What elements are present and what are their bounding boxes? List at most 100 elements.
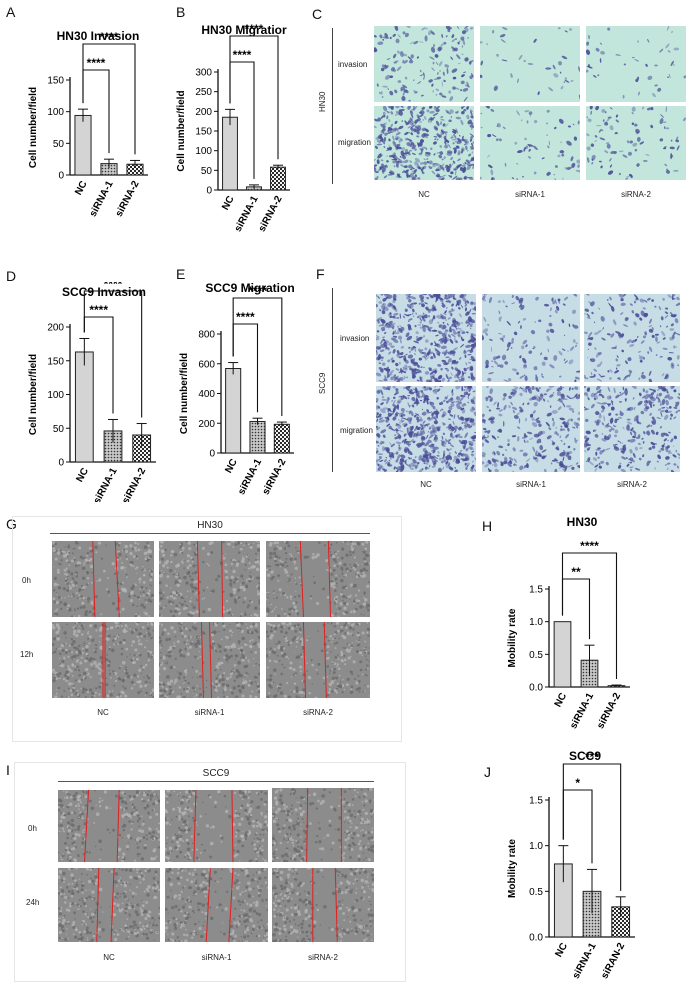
e-y-tick-label: 0 bbox=[209, 449, 215, 460]
panel-letter-b: B bbox=[176, 4, 186, 20]
scc9-cell-line-label: SCC9 bbox=[318, 372, 327, 394]
hn30-wound-row-12h: 12h bbox=[20, 650, 34, 659]
h-significance-label: **** bbox=[580, 539, 599, 553]
hn30-migration-chart: HN30 Migratior 0 50 100 150 200 250 300 Cell num… bbox=[176, 22, 290, 234]
j-significance-bracket bbox=[562, 789, 593, 864]
panel-letter-g: G bbox=[6, 516, 17, 532]
micrograph-texture bbox=[374, 26, 474, 102]
scc9-transwell-sirna2-label: siRNA-2 bbox=[617, 480, 647, 489]
j-y-tick-label: 1.0 bbox=[529, 841, 543, 852]
e-bar-sirna-1 bbox=[249, 420, 266, 454]
hn30-wound-nc-label: NC bbox=[97, 708, 109, 717]
hn30-wound-12h-nc-image bbox=[52, 622, 154, 698]
b-bar-nc bbox=[222, 116, 238, 191]
micrograph-texture bbox=[482, 386, 580, 472]
d-y-tick-label: 50 bbox=[53, 424, 65, 435]
micrograph-texture bbox=[586, 106, 686, 180]
h-category-label-nc: NC bbox=[553, 691, 569, 709]
panel-letter-c: C bbox=[312, 6, 323, 22]
micrograph-texture bbox=[374, 106, 474, 180]
wound-texture bbox=[159, 622, 260, 698]
a-category-label-nc: NC bbox=[73, 179, 89, 197]
scc9-wound-row-24h: 24h bbox=[26, 898, 40, 907]
panel-letter-f: F bbox=[316, 266, 325, 282]
hn30-wound-0h-sirna1-image bbox=[159, 541, 260, 617]
micrograph-texture bbox=[480, 106, 580, 180]
b-category-label-sirna-2: siRNA-2 bbox=[257, 194, 285, 234]
wound-texture bbox=[165, 790, 268, 862]
wound-texture bbox=[272, 868, 374, 942]
h-category-label-sirna-2: siRNA-2 bbox=[595, 691, 623, 731]
e-bar-sirna-2 bbox=[273, 423, 290, 454]
micrograph-texture bbox=[584, 294, 680, 382]
h-y-tick-label: 0.0 bbox=[529, 683, 543, 694]
b-bar-sirna-2 bbox=[270, 166, 286, 191]
e-significance-bracket bbox=[232, 297, 283, 417]
scc9-wound-24h-sirna2-image bbox=[272, 868, 374, 942]
scc9-wound-title: SCC9 bbox=[202, 768, 230, 779]
d-significance-bracket bbox=[83, 290, 143, 418]
hn30-invasion-chart: HN30 Invasion 0 50 100 150 Cell number/field N… bbox=[28, 29, 148, 219]
hn30-transwell-sirna2-label: siRNA-2 bbox=[621, 190, 651, 199]
d-y-tick-label: 150 bbox=[47, 356, 64, 367]
micrograph-texture bbox=[586, 26, 686, 102]
scc9-migration-chart: SCC9 Migration 0 200 400 600 800 Cell number/f… bbox=[179, 281, 295, 497]
panel-letter-a: A bbox=[6, 4, 16, 20]
a-category-label-sirna-2: siRNA-2 bbox=[114, 179, 142, 219]
hn30-wound-row-0h: 0h bbox=[22, 576, 31, 585]
panel-letter-h: H bbox=[482, 518, 493, 534]
h-bar-nc bbox=[553, 621, 572, 688]
hn30-invasion-sirna1-image bbox=[480, 26, 580, 102]
b-significance-bracket bbox=[229, 35, 279, 160]
d-category-label-sirna-2: siRNA-2 bbox=[120, 466, 148, 502]
hn30-divider bbox=[332, 28, 333, 184]
e-significance-label: **** bbox=[236, 310, 255, 324]
b-y-tick-label: 100 bbox=[195, 146, 212, 157]
b-y-tick-label: 300 bbox=[195, 68, 212, 79]
j-significance-label: *** bbox=[585, 750, 599, 764]
b-y-tick-label: 50 bbox=[201, 166, 213, 177]
j-y-axis-label: Mobility rate bbox=[507, 839, 518, 898]
b-y-tick-label: 250 bbox=[195, 87, 212, 98]
e-significance-label: **** bbox=[248, 284, 267, 298]
h-chart-title: HN30 bbox=[567, 515, 598, 529]
b-chart-title: HN30 Migratior bbox=[201, 23, 287, 37]
b-significance-label: **** bbox=[245, 22, 264, 36]
wound-texture bbox=[266, 541, 370, 617]
j-significance-bracket bbox=[562, 763, 622, 891]
a-significance-label: **** bbox=[100, 30, 119, 44]
panel-letter-d: D bbox=[6, 268, 17, 284]
e-y-tick-label: 600 bbox=[198, 359, 215, 370]
wound-texture bbox=[266, 622, 370, 698]
d-significance-label: **** bbox=[104, 282, 123, 291]
e-y-tick-label: 200 bbox=[198, 419, 215, 430]
a-significance-label: **** bbox=[87, 56, 106, 70]
hn30-wound-12h-sirna1-image bbox=[159, 622, 260, 698]
hn30-wound-sirna1-label: siRNA-1 bbox=[194, 708, 225, 717]
wound-texture bbox=[52, 622, 154, 698]
a-y-axis-label: Cell number/field bbox=[28, 87, 39, 168]
a-y-tick-label: 50 bbox=[53, 139, 65, 150]
scc9-mobility-chart: SCC9 0.0 0.5 1.0 1.5 Mobility rate NC siRNA-1 si… bbox=[507, 749, 635, 981]
scc9-wound-0h-nc-image bbox=[58, 790, 160, 862]
h-category-label-sirna-1: siRNA-1 bbox=[568, 691, 596, 731]
b-category-label-nc: NC bbox=[220, 194, 236, 212]
scc9-wound-24h-sirna1-image bbox=[165, 868, 268, 942]
wound-texture bbox=[58, 790, 160, 862]
scc9-transwell-sirna1-label: siRNA-1 bbox=[516, 480, 546, 489]
hn30-migration-row-label: migration bbox=[338, 138, 371, 147]
scc9-wound-row-0h: 0h bbox=[28, 824, 37, 833]
e-category-label-nc: NC bbox=[223, 457, 239, 475]
hn30-wound-0h-nc-image bbox=[52, 541, 154, 617]
wound-texture bbox=[159, 541, 260, 617]
hn30-migration-sirna2-image bbox=[586, 106, 686, 180]
h-significance-label: ** bbox=[571, 565, 581, 579]
e-chart-title: SCC9 Migration bbox=[205, 281, 294, 295]
h-y-tick-label: 1.0 bbox=[529, 617, 543, 628]
scc9-invasion-nc-image bbox=[376, 294, 476, 382]
scc9-migration-sirna2-image bbox=[584, 386, 680, 472]
hn30-wound-12h-sirna2-image bbox=[266, 622, 370, 698]
j-significance-label: * bbox=[575, 776, 580, 790]
d-y-tick-label: 0 bbox=[58, 458, 64, 469]
hn30-invasion-sirna2-image bbox=[586, 26, 686, 102]
